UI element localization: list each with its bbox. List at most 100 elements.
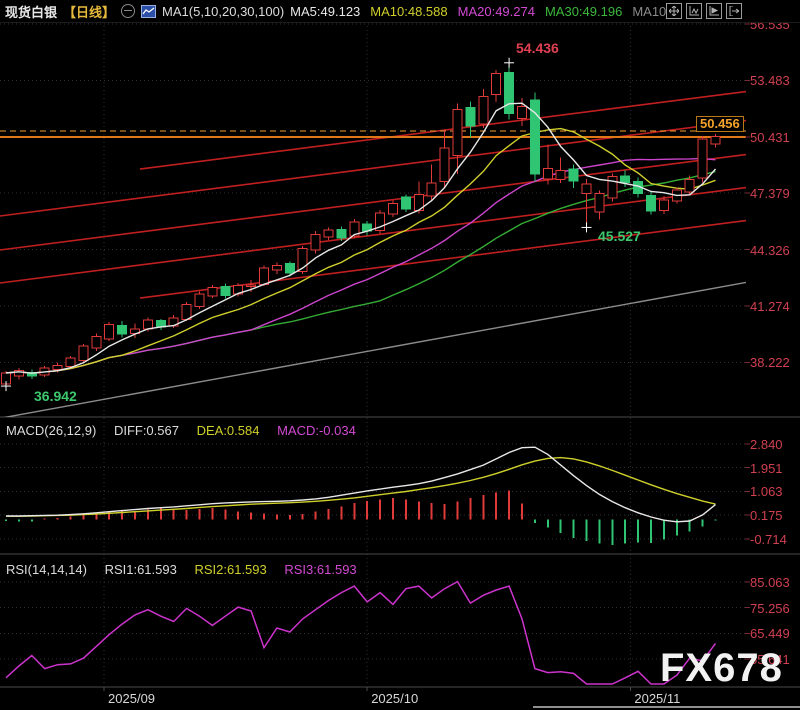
price-axis-label: 53.483 [750,73,790,89]
candle [297,248,308,272]
candle [117,324,128,335]
macd-axis-label: 2.840 [750,437,783,452]
macd-settings-label[interactable]: MACD(26,12,9) [6,423,97,438]
macd-axis-label: 0.175 [750,508,783,524]
candle [684,179,695,193]
candle [194,293,205,307]
candlestick-chart-icon[interactable] [141,4,157,18]
high-marker-cross [504,57,515,68]
rsi3-value: RSI3:61.593 [284,562,357,577]
ma-value-label: MA10 [632,3,667,19]
candle [542,167,553,180]
candle [529,99,540,175]
ma-value-label: MA10:48.588 [370,3,448,19]
candle [13,370,24,377]
axis-ticks [745,23,750,660]
macd-axis-label: 1.063 [750,484,783,500]
candle [426,182,437,197]
macd-diff-line [6,446,716,523]
macd-diff-value: DIFF:0.567 [113,423,179,438]
candle [220,286,231,296]
candle [620,175,631,184]
candle [375,212,386,232]
axis-scale-right-icon[interactable] [706,3,722,19]
price-axis-label: 38.222 [750,355,790,371]
candle [246,284,257,288]
candle [491,73,502,96]
ma-values-readout: MA5:49.123 MA10:48.588 MA20:49.274 MA30:49.… [290,4,676,19]
candle [581,183,592,195]
low-price-annotation: 45.527 [598,228,641,244]
candle [26,371,37,377]
trend-channel-line [139,219,746,299]
candle [607,176,618,199]
rsi-pane-header: RSI(14,14,14) RSI1:61.593 RSI2:61.593 RS… [6,562,371,577]
ma100-line [3,281,746,417]
candle [388,203,398,215]
chart-toolbar [666,3,742,19]
macd-dea-line [6,456,716,517]
candle [271,264,282,271]
rsi1-value: RSI1:61.593 [104,562,177,577]
macd-value: MACD:-0.034 [277,423,356,438]
macd-pane-header: MACD(26,12,9) DIFF:0.567 DEA:0.584 MACD:… [6,423,370,438]
candle [400,196,411,210]
macd-pane[interactable] [5,446,717,545]
current-price-label[interactable]: 50.456 [696,116,744,132]
start-low-annotation: 36.942 [34,388,77,404]
rsi2-value: RSI2:61.593 [194,562,267,577]
rsi-settings-label[interactable]: RSI(14,14,14) [6,562,87,577]
candlesticks [1,62,721,387]
rsi-axis-label: 85.063 [750,575,790,590]
candle [568,168,579,182]
candle [555,169,566,181]
candle [155,320,166,328]
gridlines [0,22,746,686]
pane-separators [0,416,800,691]
candle [207,286,218,297]
rsi-line [5,580,717,685]
minus-circle-icon[interactable] [121,4,136,18]
trend-channel-line [0,153,746,251]
exit-pane-icon[interactable] [726,3,742,19]
rsi-pane[interactable] [5,580,717,685]
start-low-marker-cross [1,381,11,392]
ma5-line [5,102,717,374]
move-crosshair-icon[interactable] [666,3,682,19]
candle [465,106,476,127]
candle [517,105,527,120]
high-price-annotation: 54.436 [516,40,559,56]
candle [323,229,334,238]
fx678-watermark: FX678 [660,646,783,690]
candle [710,135,721,145]
ma-settings-label: MA1(5,10,20,30,100) [162,3,285,19]
price-axis-label: 47.379 [750,186,790,202]
candle [504,71,515,115]
macd-axis-label: -0.714 [750,531,787,547]
date-axis-label: 2025/09 [108,691,156,706]
candle [336,228,347,239]
ma10-line [5,127,716,374]
candle [65,357,76,368]
ma-value-label: MA20:49.274 [457,3,535,19]
candle [439,147,450,182]
rsi-axis-label: 55.641 [750,652,790,668]
candle [91,336,102,349]
candle [284,262,295,274]
date-axis-label: 2025/11 [634,691,681,706]
period-label[interactable]: 【日线】 [63,4,116,20]
macd-axis-label: 1.951 [750,460,783,476]
candle [594,193,605,213]
candle [349,221,360,237]
candle [52,365,63,370]
rsi-axis-label: 65.449 [750,626,790,642]
price-axis-label: 44.326 [750,242,790,258]
trend-channel-line [139,90,746,170]
main-price-pane[interactable] [0,57,746,418]
candle [259,267,269,285]
axis-scale-left-icon[interactable] [686,3,702,19]
price-axis-label: 41.274 [750,299,790,314]
horizontal-scrollbar[interactable] [533,706,800,708]
candle [646,195,656,212]
